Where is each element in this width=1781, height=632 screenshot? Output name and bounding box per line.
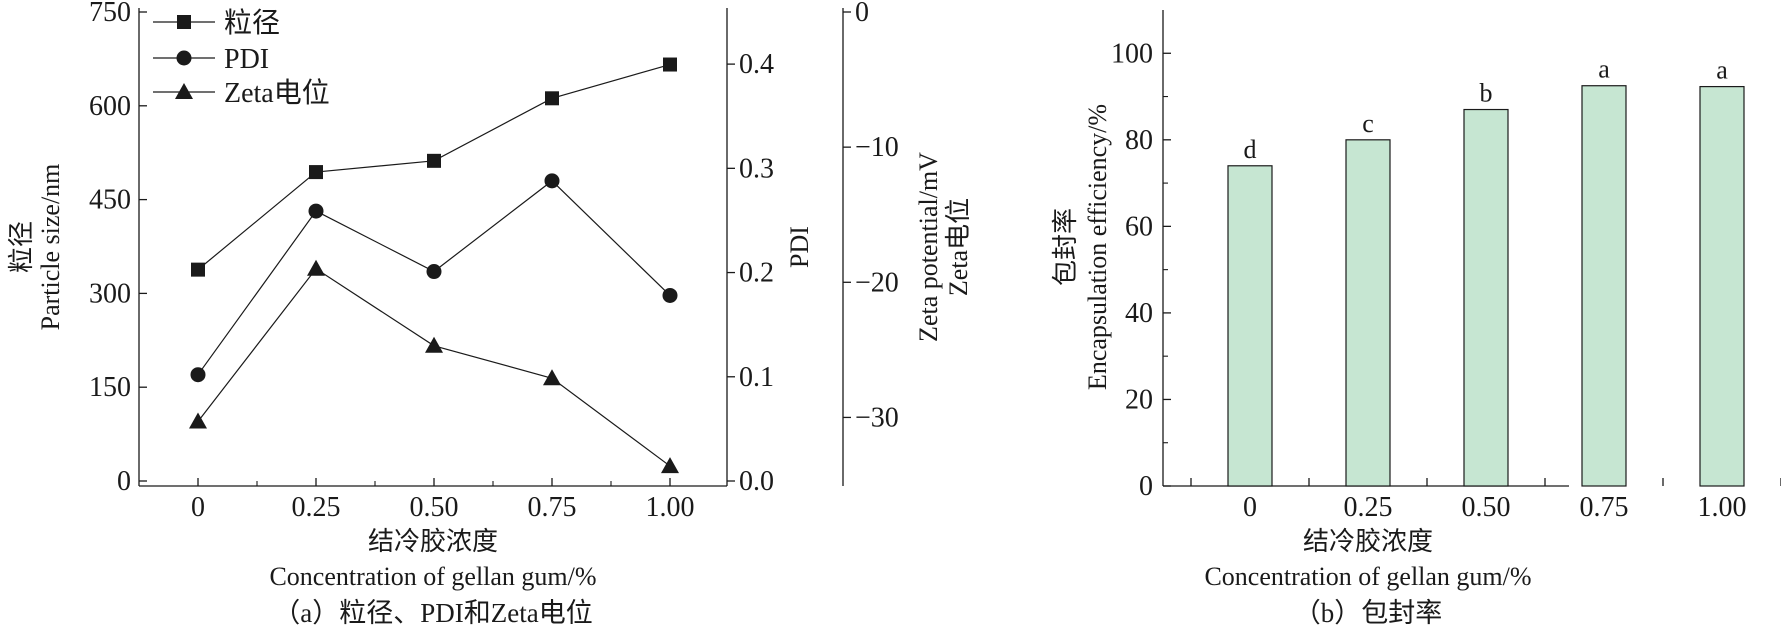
y-tick-label: 80 <box>1125 125 1153 156</box>
x-tick-label: 0.25 <box>1344 492 1393 523</box>
legend-marker-square <box>177 15 191 29</box>
chart-b: 0 20 40 60 80 100 0 0.25 0.50 0.75 1.00 d c b a a 包封率 Enc… <box>1051 10 1781 628</box>
legend-marker-triangle <box>175 83 193 99</box>
caption-a: （a）粒径、PDI和Zeta电位 <box>273 598 592 628</box>
zeta-y-tick-label: −30 <box>855 402 899 433</box>
bar <box>1463 108 1509 487</box>
data-point-square <box>309 165 323 180</box>
y-tick-label: 60 <box>1125 211 1153 242</box>
legend-label: PDI <box>224 44 269 75</box>
x-tick-label: 1.00 <box>646 492 695 523</box>
left-y-axis-title-en: Particle size/nm <box>36 164 65 331</box>
data-point-circle <box>190 367 206 383</box>
left-y-tick-label: 600 <box>89 91 131 122</box>
y-axis-title-cn: 包封率 <box>1051 208 1080 286</box>
y-tick-label: 0 <box>1139 471 1153 502</box>
series-line-triangle <box>197 267 671 467</box>
left-y-tick-label: 300 <box>89 278 131 309</box>
x-axis-title-cn: 结冷胶浓度 <box>368 527 498 556</box>
zeta-y-tick-label: −20 <box>855 267 899 298</box>
data-point-circle <box>426 264 442 280</box>
left-y-axis-title-cn: 粒径 <box>7 221 36 273</box>
x-axis-title-cn: 结冷胶浓度 <box>1303 527 1433 556</box>
y-tick-label: 100 <box>1111 38 1153 69</box>
x-tick-label: 0.75 <box>528 492 577 523</box>
legend-label: 粒径 <box>224 7 280 39</box>
x-tick-label: 0.75 <box>1580 492 1629 523</box>
bar <box>1345 139 1391 487</box>
x-axis-title-en: Concentration of gellan gum/% <box>1204 562 1531 591</box>
pdi-y-tick-label: 0.4 <box>739 49 774 80</box>
data-point-triangle <box>543 369 561 386</box>
legend-label: Zeta电位 <box>224 77 330 109</box>
y-tick-label: 40 <box>1125 298 1153 329</box>
left-y-tick-label: 0 <box>117 466 131 497</box>
data-point-triangle <box>425 336 443 353</box>
zeta-y-tick-label: 0 <box>855 0 869 28</box>
caption-b: （b）包封率 <box>1294 598 1443 628</box>
data-point-circle <box>544 173 560 189</box>
x-axis-title-en: Concentration of gellan gum/% <box>269 562 596 591</box>
y-tick-label: 20 <box>1125 384 1153 415</box>
chart-a: 0 150 300 450 600 750 0.0 0.1 0.2 0.3 0.4 −30 −20 −10… <box>7 0 973 628</box>
data-point-triangle <box>307 259 325 276</box>
x-tick-label: 0 <box>191 492 205 523</box>
left-y-tick-label: 750 <box>89 0 131 28</box>
bar <box>1227 165 1273 487</box>
x-tick-label: 0.50 <box>410 492 459 523</box>
x-tick-label: 0 <box>1243 492 1257 523</box>
zeta-y-axis-title-en: Zeta potential/mV <box>914 152 943 342</box>
pdi-y-axis-title: PDI <box>785 226 814 268</box>
x-tick-label: 1.00 <box>1698 492 1747 523</box>
data-point-square <box>663 57 677 72</box>
left-y-tick-label: 450 <box>89 185 131 216</box>
pdi-y-tick-label: 0.1 <box>739 362 774 393</box>
y-axis-title-en: Encapsulation efficiency/% <box>1083 104 1112 390</box>
bar <box>1699 85 1745 487</box>
x-tick-label: 0.25 <box>292 492 341 523</box>
pdi-y-tick-label: 0.2 <box>739 258 774 289</box>
pdi-y-tick-label: 0.3 <box>739 153 774 184</box>
bar-significance-label: a <box>1716 56 1728 85</box>
zeta-y-axis-title-cn: Zeta电位 <box>944 198 973 296</box>
legend-marker-circle <box>176 50 192 66</box>
zeta-y-tick-label: −10 <box>855 132 899 163</box>
data-point-triangle <box>189 412 207 429</box>
data-point-triangle <box>661 457 679 474</box>
bar <box>1581 85 1627 487</box>
data-point-circle <box>662 287 678 303</box>
left-y-tick-label: 150 <box>89 372 131 403</box>
pdi-y-tick-label: 0.0 <box>739 466 774 497</box>
bar-significance-label: b <box>1480 79 1493 108</box>
bar-significance-label: d <box>1244 135 1257 164</box>
data-point-circle <box>308 203 324 219</box>
data-point-square <box>545 91 559 106</box>
data-point-square <box>191 262 205 277</box>
x-tick-label: 0.50 <box>1462 492 1511 523</box>
bar-significance-label: a <box>1598 55 1610 84</box>
bar-significance-label: c <box>1362 109 1374 138</box>
data-point-square <box>427 153 441 168</box>
